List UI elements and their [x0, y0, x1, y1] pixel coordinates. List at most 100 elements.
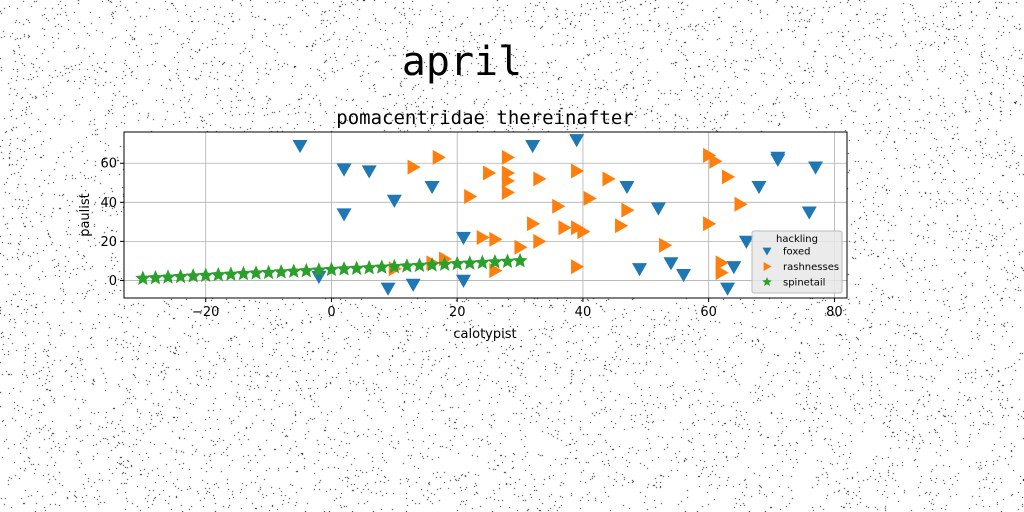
rashnesses-point: [407, 159, 421, 175]
y-tick-label: 0: [109, 274, 117, 289]
foxed-point: [424, 181, 440, 195]
spinetail-point: [487, 254, 503, 269]
spinetail-point: [361, 259, 377, 275]
rashnesses-point: [514, 239, 528, 255]
x-tick-label: 20: [449, 305, 466, 320]
foxed-point: [632, 263, 648, 277]
foxed-point: [808, 161, 824, 175]
spinetail-point: [462, 255, 478, 270]
spinetail-point: [172, 268, 189, 284]
axis-ticks: −20 0 20 40 60 80 0 20 40 60: [100, 157, 842, 320]
legend: hackling foxed rashnesses spinetail: [751, 230, 843, 294]
legend-label-foxed: foxed: [783, 247, 810, 258]
legend-marker-rashnesses: [763, 262, 772, 271]
y-tick-label: 20: [100, 235, 117, 250]
chart-title: pomacentridae thereinafter: [336, 107, 633, 129]
spinetail-point: [349, 260, 365, 275]
rashnesses-point: [533, 233, 547, 249]
rashnesses-point: [432, 149, 446, 165]
foxed-point: [650, 202, 666, 216]
rashnesses-point: [464, 188, 478, 204]
legend-box: [751, 230, 843, 294]
spinetail-point: [437, 256, 453, 271]
rashnesses-point: [483, 165, 497, 181]
foxed-point: [455, 274, 471, 288]
legend-label-rashnesses: rashnesses: [783, 262, 839, 273]
x-tick-label: 60: [700, 305, 717, 320]
foxed-point: [361, 165, 377, 179]
spinetail-point: [273, 264, 289, 279]
spinetail-point: [185, 268, 201, 283]
spinetail-point: [210, 266, 226, 282]
rashnesses-point: [571, 259, 585, 275]
rashnesses-point: [583, 190, 597, 206]
spinetail-point: [399, 258, 415, 273]
spinetail-point: [160, 269, 176, 284]
x-tick-label: 80: [826, 305, 843, 320]
foxed-point: [380, 282, 396, 296]
x-tick-label: 40: [575, 305, 592, 320]
spinetail-point: [260, 264, 277, 280]
foxed-point: [726, 261, 742, 275]
foxed-point: [336, 163, 352, 177]
legend-marker-foxed: [762, 247, 772, 256]
rashnesses-point: [703, 216, 717, 232]
legend-title: hackling: [776, 234, 818, 245]
spinetail-point: [374, 259, 390, 274]
rashnesses-point: [476, 229, 490, 245]
foxed-point: [525, 140, 541, 154]
spinetail-point: [223, 266, 239, 281]
spinetail-point: [311, 262, 327, 277]
rashnesses-point: [533, 171, 547, 187]
x-tick-label: −20: [192, 305, 219, 320]
y-tick-label: 60: [100, 157, 117, 172]
spinetail-point: [386, 258, 402, 274]
spinetail-point: [147, 269, 164, 285]
foxed-point: [455, 231, 471, 245]
x-axis-label: calotypist: [453, 327, 516, 342]
foxed-point: [770, 153, 786, 167]
rashnesses-point: [659, 237, 673, 253]
spinetail-point: [298, 262, 314, 278]
data-points: [135, 134, 824, 296]
spinetail-point: [424, 257, 440, 272]
rashnesses-point: [734, 196, 748, 212]
chart-suptitle: april: [402, 39, 522, 85]
foxed-point: [751, 181, 767, 195]
spinetail-point: [198, 267, 214, 283]
foxed-point: [619, 181, 635, 195]
rashnesses-point: [501, 149, 516, 165]
foxed-point: [801, 206, 817, 220]
spinetail-point: [248, 265, 264, 280]
legend-label-spinetail: spinetail: [783, 278, 825, 289]
foxed-point: [405, 278, 421, 292]
spinetail-point: [323, 261, 340, 277]
spinetail-point: [411, 257, 428, 273]
rashnesses-point: [558, 220, 572, 236]
rashnesses-point: [621, 202, 635, 218]
x-tick-label: 0: [327, 305, 335, 320]
foxed-point: [569, 134, 585, 148]
foxed-point: [738, 235, 754, 249]
spinetail-point: [512, 252, 528, 268]
spinetail-point: [499, 253, 516, 268]
rashnesses-point: [577, 224, 591, 240]
rashnesses-point: [571, 163, 585, 179]
rashnesses-point: [527, 216, 541, 232]
rashnesses-point: [721, 169, 736, 185]
legend-marker-spinetail: [762, 277, 772, 287]
spinetail-point: [235, 265, 252, 281]
y-tick-label: 40: [100, 196, 117, 211]
rashnesses-point: [552, 198, 566, 214]
foxed-point: [663, 257, 679, 271]
rashnesses-point: [501, 185, 516, 201]
spinetail-point: [449, 255, 465, 271]
rashnesses-point: [709, 153, 723, 169]
spinetail-point: [474, 254, 490, 270]
rashnesses-point: [715, 255, 729, 271]
spinetail-point: [336, 261, 352, 276]
foxed-point: [292, 140, 308, 154]
rashnesses-point: [615, 218, 629, 234]
foxed-point: [386, 194, 402, 208]
rashnesses-point: [489, 231, 503, 247]
